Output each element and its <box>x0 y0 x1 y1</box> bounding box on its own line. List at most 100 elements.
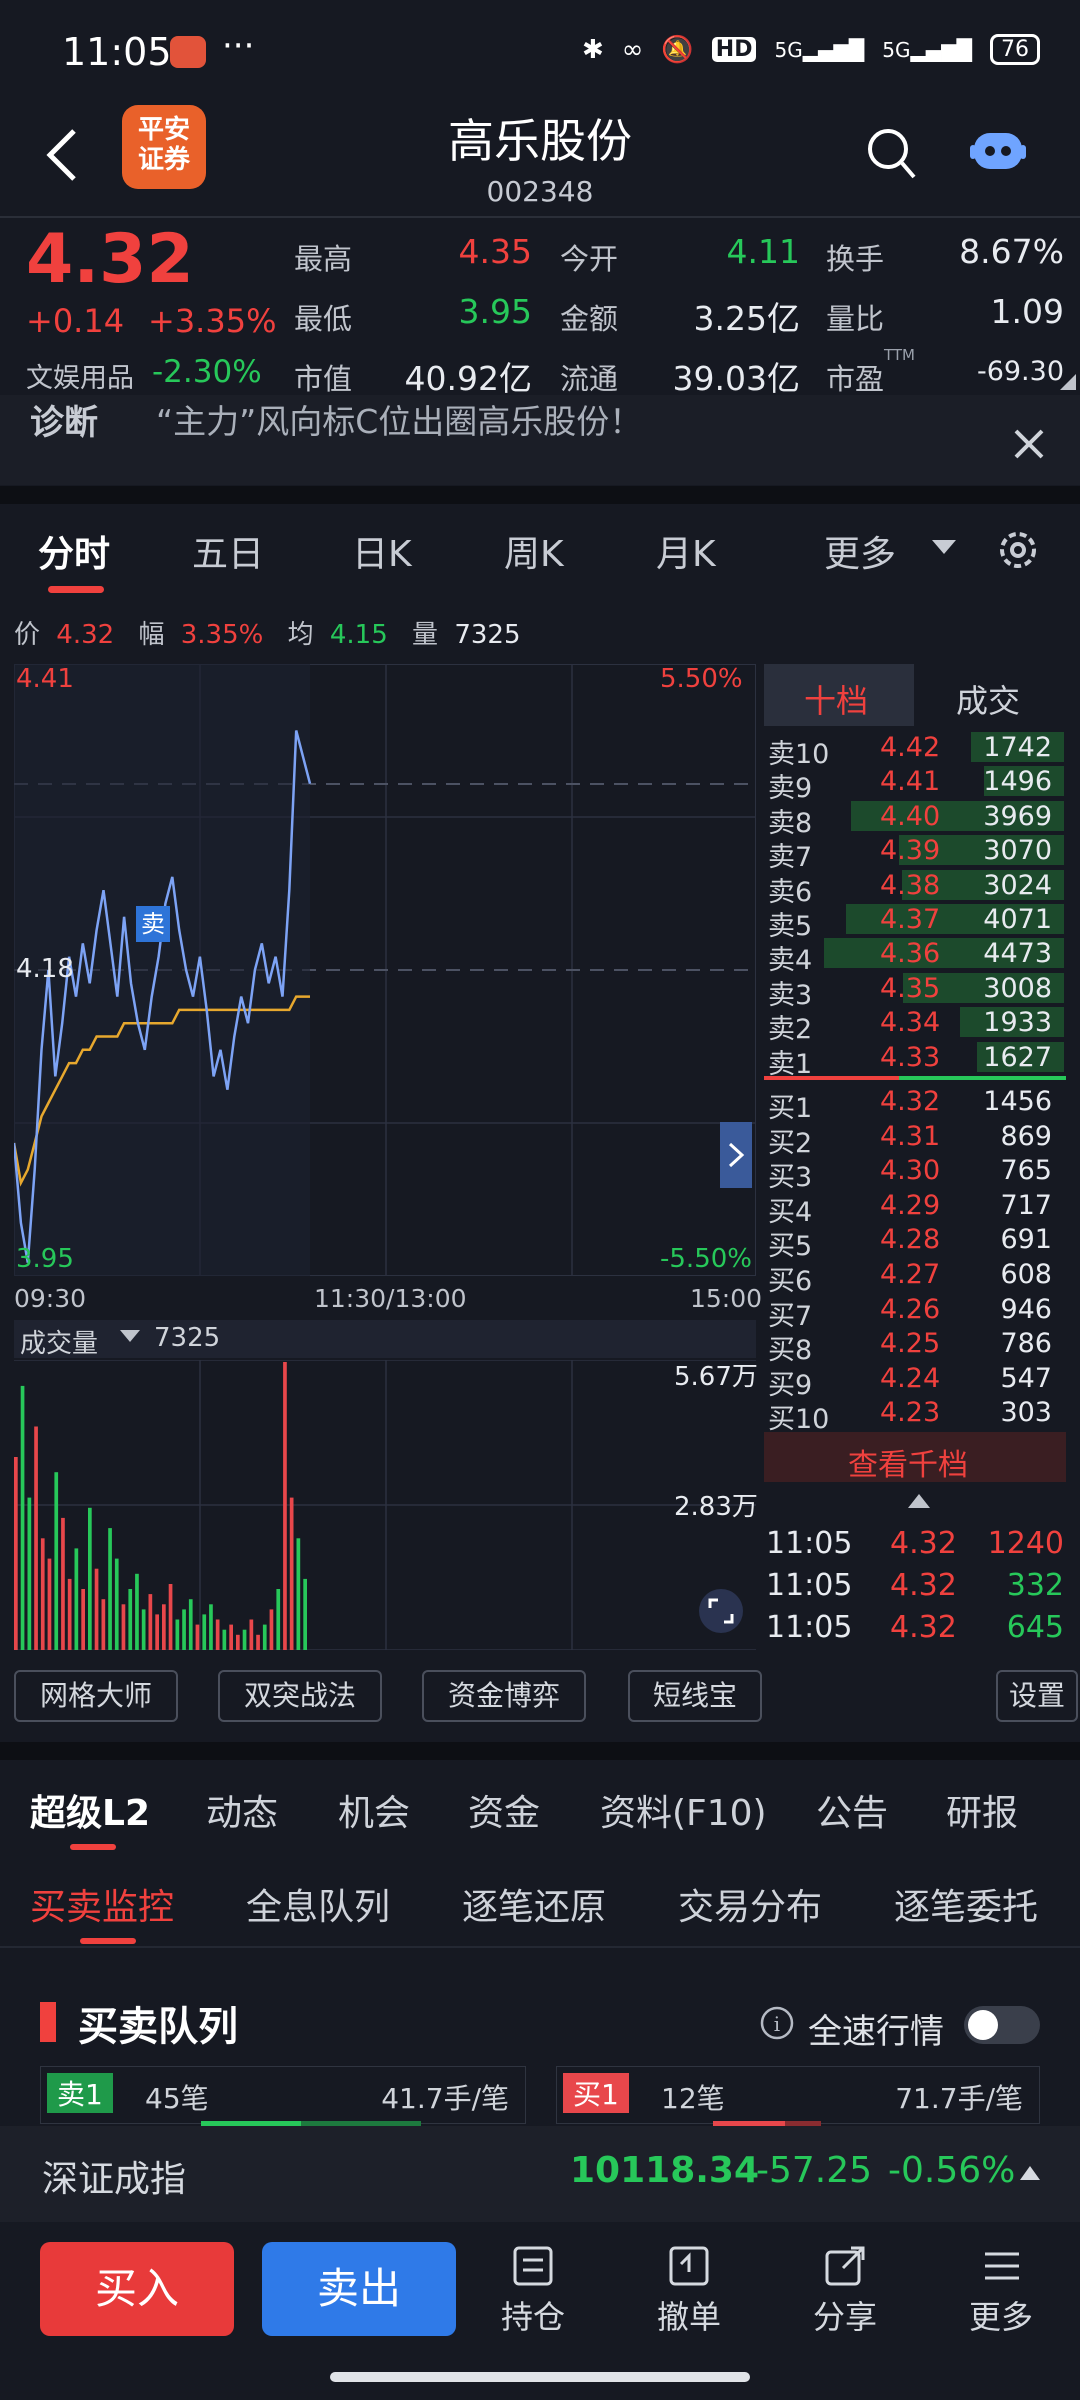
level-price: 4.34 <box>880 1007 941 1039</box>
buy-level-row[interactable]: 买7 4.26 946 <box>764 1292 1070 1332</box>
low-value: 3.95 <box>458 292 532 331</box>
tab-trades[interactable]: 成交 <box>956 682 1021 720</box>
expand-orderbook-button[interactable] <box>720 1122 752 1188</box>
tab-tick-restore[interactable]: 逐笔还原 <box>462 1887 607 1928</box>
buy-level-row[interactable]: 买5 4.28 691 <box>764 1222 1070 1262</box>
more-button[interactable]: 更多 <box>956 2244 1046 2344</box>
tab-funds[interactable]: 资金 <box>468 1793 541 1834</box>
home-indicator[interactable] <box>330 2372 750 2382</box>
fullscreen-icon[interactable] <box>698 1588 744 1634</box>
index-value: 10118.34 <box>570 2150 760 2191</box>
app-notification-icon <box>170 36 206 68</box>
tool-fund-game[interactable]: 资金博弈 <box>422 1670 586 1722</box>
sell-level-row[interactable]: 卖4 4.36 4473 <box>764 936 1070 976</box>
index-ticker[interactable]: 深证成指 10118.34 -57.25 -0.56% <box>0 2126 1080 2222</box>
buy-level-row[interactable]: 买1 4.32 1456 <box>764 1084 1070 1124</box>
volume-bar <box>61 1517 65 1650</box>
info-icon[interactable]: i <box>760 2006 794 2040</box>
turnover-label: 换手 <box>826 242 885 276</box>
sell-level-row[interactable]: 卖7 4.39 3070 <box>764 833 1070 873</box>
tab-dynamics[interactable]: 动态 <box>206 1793 279 1834</box>
tab-opportunity[interactable]: 机会 <box>338 1793 411 1834</box>
diagnosis-label: 诊断 <box>30 403 98 443</box>
view-thousand-levels-button[interactable]: 查看千档 <box>764 1432 1066 1483</box>
buy1-queue[interactable]: 买1 12笔 71.7手/笔 <box>556 2066 1040 2127</box>
search-icon[interactable] <box>866 127 918 183</box>
close-icon[interactable] <box>1014 429 1044 459</box>
share-button[interactable]: 分享 <box>800 2244 890 2344</box>
holdings-button[interactable]: 持仓 <box>488 2244 578 2344</box>
sell-level-row[interactable]: 卖3 4.35 3008 <box>764 971 1070 1011</box>
tool-short-term[interactable]: 短线宝 <box>628 1670 762 1722</box>
sell-level-row[interactable]: 卖10 4.42 1742 <box>764 730 1070 770</box>
buy-level-row[interactable]: 买2 4.31 869 <box>764 1119 1070 1159</box>
diagnosis-bar[interactable]: 诊断 “主力”风向标C位出圈高乐股份！ <box>0 395 1080 485</box>
buy-level-row[interactable]: 买8 4.25 786 <box>764 1326 1070 1366</box>
buy-level-row[interactable]: 买3 4.30 765 <box>764 1153 1070 1193</box>
tool-double-breakout[interactable]: 双突战法 <box>218 1670 382 1722</box>
tab-order-monitor[interactable]: 买卖监控 <box>30 1887 175 1928</box>
buy-button[interactable]: 买入 <box>40 2242 234 2336</box>
buy-level-row[interactable]: 买10 4.23 303 <box>764 1395 1070 1435</box>
tab-research[interactable]: 研报 <box>946 1793 1019 1834</box>
tab-orderbook[interactable]: 十档 <box>764 664 914 726</box>
pe-ttm-sup: TTM <box>884 346 916 364</box>
volume-bar <box>101 1599 106 1650</box>
tick-price: 4.32 <box>890 1526 957 1561</box>
full-speed-toggle[interactable] <box>964 2006 1040 2044</box>
diagnosis-text[interactable]: “主力”风向标C位出圈高乐股份！ <box>156 402 643 441</box>
tab-more[interactable]: 更多 <box>824 534 897 575</box>
expand-up-icon[interactable] <box>1020 2166 1040 2180</box>
tab-intraday[interactable]: 分时 <box>38 534 111 575</box>
level-label: 买7 <box>768 1300 813 1332</box>
level-label: 卖5 <box>768 911 813 942</box>
tab-day-k[interactable]: 日K <box>352 534 412 575</box>
sell-level-row[interactable]: 卖1 4.33 1627 <box>764 1040 1070 1080</box>
sell-level-row[interactable]: 卖2 4.34 1933 <box>764 1005 1070 1045</box>
tab-announcements[interactable]: 公告 <box>816 1793 889 1834</box>
cancel-order-button[interactable]: 撤单 <box>644 2244 734 2344</box>
buy-level-row[interactable]: 买6 4.27 608 <box>764 1257 1070 1297</box>
buy-level-row[interactable]: 买4 4.29 717 <box>764 1188 1070 1228</box>
tab-tick-orders[interactable]: 逐笔委托 <box>894 1887 1039 1928</box>
tab-full-queue[interactable]: 全息队列 <box>246 1887 391 1928</box>
sector-name[interactable]: 文娱用品 <box>26 363 134 394</box>
level-volume: 608 <box>1000 1259 1052 1290</box>
level-volume: 1496 <box>983 766 1052 798</box>
tab-super-l2[interactable]: 超级L2 <box>30 1793 150 1834</box>
tab-trade-distribution[interactable]: 交易分布 <box>678 1887 823 1928</box>
tab-month-k[interactable]: 月K <box>656 534 716 575</box>
tool-settings[interactable]: 设置 <box>996 1670 1078 1722</box>
volume-bar <box>88 1507 92 1650</box>
tab-week-k[interactable]: 周K <box>504 534 564 575</box>
settings-gear-icon[interactable] <box>996 528 1040 572</box>
tool-grid-master[interactable]: 网格大师 <box>14 1670 178 1722</box>
back-icon[interactable] <box>44 127 80 183</box>
pe-label: 市盈 <box>826 362 885 396</box>
volume-bar <box>114 1558 119 1650</box>
sell-button[interactable]: 卖出 <box>262 2242 456 2336</box>
tab-f10[interactable]: 资料(F10) <box>600 1793 767 1834</box>
dropdown-icon[interactable] <box>120 1330 140 1344</box>
tab-five-day[interactable]: 五日 <box>192 534 265 575</box>
level-price: 4.40 <box>880 800 941 832</box>
buy-level-row[interactable]: 买9 4.24 547 <box>764 1361 1070 1401</box>
sell-level-row[interactable]: 卖5 4.37 4071 <box>764 902 1070 942</box>
intraday-chart[interactable] <box>14 664 756 1276</box>
level-volume: 946 <box>1000 1293 1052 1325</box>
signal-5g-1-icon: 5G▂▄▆█ <box>774 37 865 62</box>
robot-assistant-icon[interactable] <box>970 125 1026 177</box>
chevron-down-icon[interactable] <box>932 540 956 556</box>
sell-level-row[interactable]: 卖6 4.38 3024 <box>764 868 1070 908</box>
collapse-arrow-icon[interactable] <box>908 1494 930 1508</box>
volume-bar <box>202 1614 207 1650</box>
sell-level-row[interactable]: 卖9 4.41 1496 <box>764 764 1070 804</box>
level-price: 4.38 <box>880 869 941 901</box>
level-price: 4.31 <box>880 1120 941 1152</box>
tick-price: 4.32 <box>890 1568 957 1603</box>
volume-header[interactable]: 成交量 7325 <box>14 1320 756 1359</box>
sell-level-row[interactable]: 卖8 4.40 3969 <box>764 799 1070 839</box>
sell1-queue[interactable]: 卖1 45笔 41.7手/笔 <box>40 2066 526 2127</box>
current-price: 4.32 <box>26 220 194 299</box>
sell-signal-tag[interactable]: 卖 <box>136 906 170 942</box>
